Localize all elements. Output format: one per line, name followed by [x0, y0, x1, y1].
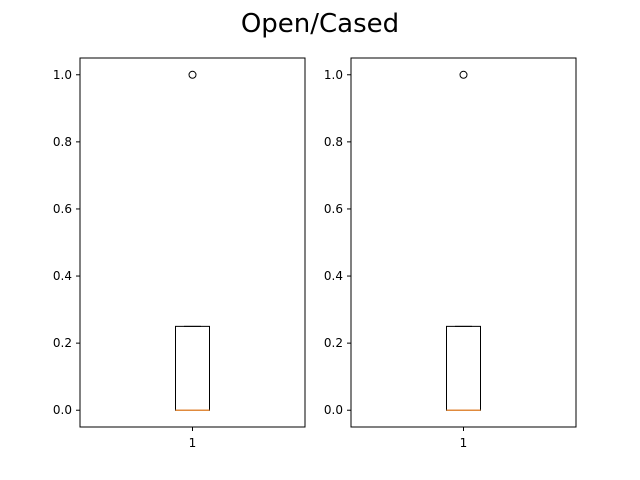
- box-iqr: [175, 325, 210, 411]
- y-tick-label: 0.2: [324, 336, 343, 350]
- y-tick-label: 0.6: [53, 202, 72, 216]
- y-tick-label: 0.8: [324, 135, 343, 149]
- y-tick-label: 0.0: [53, 403, 72, 417]
- plot-frame: [79, 57, 306, 428]
- x-tick-label: 1: [460, 436, 468, 450]
- y-tick-label: 0.8: [53, 135, 72, 149]
- y-tick-label: 0.2: [53, 336, 72, 350]
- y-tick-label: 1.0: [324, 68, 343, 82]
- y-tick-label: 0.4: [53, 269, 72, 283]
- outlier-point: [459, 70, 468, 79]
- y-tick-label: 0.4: [324, 269, 343, 283]
- subplot-left: 0.0 0.2 0.4 0.6 0.8 1.0 1: [53, 57, 306, 450]
- y-tick-label: 1.0: [53, 68, 72, 82]
- subplot-right: 0.0 0.2 0.4 0.6 0.8 1.0 1: [324, 57, 577, 450]
- y-tick-label: 0.0: [324, 403, 343, 417]
- box-iqr: [446, 325, 481, 411]
- y-tick-label: 0.6: [324, 202, 343, 216]
- chart-title: Open/Cased: [241, 9, 399, 39]
- plot-frame: [350, 57, 577, 428]
- outlier-point: [188, 70, 197, 79]
- x-tick-label: 1: [189, 436, 197, 450]
